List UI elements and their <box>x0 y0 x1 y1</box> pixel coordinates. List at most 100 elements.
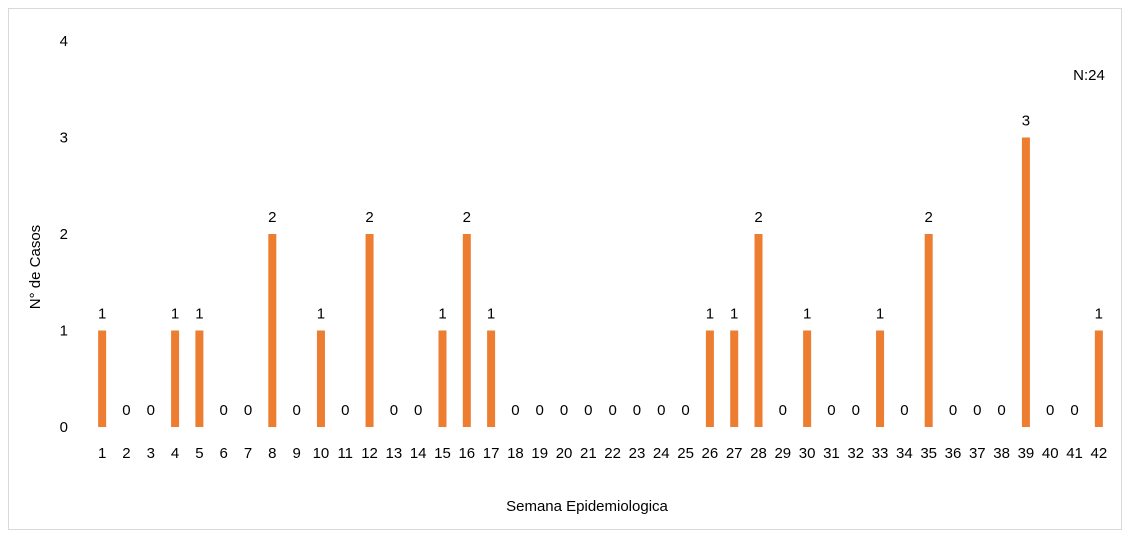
data-label: 1 <box>803 306 811 323</box>
x-tick-label: 8 <box>268 445 276 462</box>
x-tick-label: 33 <box>872 445 889 462</box>
bar <box>438 330 447 427</box>
x-tick-label: 18 <box>507 445 524 462</box>
bar-series <box>98 137 1103 427</box>
data-label: 0 <box>292 402 300 419</box>
x-tick-label: 20 <box>556 445 573 462</box>
data-label: 2 <box>463 209 471 226</box>
data-label: 0 <box>973 402 981 419</box>
bar <box>1094 330 1103 427</box>
bar <box>195 330 204 427</box>
bar <box>268 234 277 427</box>
sample-size-annotation: N:24 <box>1073 67 1105 84</box>
data-label: 0 <box>1046 402 1054 419</box>
x-tick-label: 7 <box>244 445 252 462</box>
x-tick-label: 28 <box>750 445 767 462</box>
x-tick-label: 26 <box>702 445 719 462</box>
x-tick-label: 2 <box>122 445 130 462</box>
data-label: 2 <box>268 209 276 226</box>
data-label: 0 <box>900 402 908 419</box>
x-tick-label: 24 <box>653 445 670 462</box>
data-label: 0 <box>1070 402 1078 419</box>
data-label: 1 <box>706 306 714 323</box>
y-tick-label: 2 <box>60 226 68 243</box>
x-tick-label: 1 <box>98 445 106 462</box>
data-label: 1 <box>876 306 884 323</box>
x-tick-label: 6 <box>220 445 228 462</box>
data-label: 0 <box>657 402 665 419</box>
x-tick-label: 27 <box>726 445 743 462</box>
data-label: 1 <box>171 306 179 323</box>
x-tick-label: 39 <box>1018 445 1035 462</box>
x-tick-label: 3 <box>147 445 155 462</box>
bar <box>316 330 325 427</box>
x-tick-label: 16 <box>458 445 475 462</box>
x-axis-ticks: 1 2 3 4 5 6 7 8 9 10 11 12 13 14 15 16 17 18 19 20 21 22 23 24 2… <box>98 445 1107 462</box>
y-tick-label: 3 <box>60 130 68 147</box>
bar <box>876 330 885 427</box>
bar <box>924 234 933 427</box>
x-tick-label: 29 <box>774 445 791 462</box>
x-tick-label: 36 <box>945 445 962 462</box>
data-label: 1 <box>1095 306 1103 323</box>
bar <box>754 234 763 427</box>
x-tick-label: 9 <box>292 445 300 462</box>
data-label: 0 <box>633 402 641 419</box>
x-tick-label: 40 <box>1042 445 1059 462</box>
x-tick-label: 19 <box>531 445 548 462</box>
data-label: 1 <box>438 306 446 323</box>
x-tick-label: 14 <box>410 445 427 462</box>
x-tick-label: 13 <box>386 445 403 462</box>
x-tick-label: 41 <box>1066 445 1083 462</box>
data-label: 0 <box>560 402 568 419</box>
data-label: 0 <box>122 402 130 419</box>
x-tick-label: 32 <box>847 445 864 462</box>
data-label: 0 <box>341 402 349 419</box>
y-axis-label: N° de Casos <box>27 225 44 309</box>
x-axis-label: Semana Epidemiologica <box>506 498 668 515</box>
data-label: 0 <box>244 402 252 419</box>
data-label: 0 <box>536 402 544 419</box>
y-tick-label: 4 <box>60 33 68 50</box>
bar <box>171 330 180 427</box>
bar <box>705 330 714 427</box>
data-label: 2 <box>754 209 762 226</box>
data-label: 1 <box>487 306 495 323</box>
bar <box>1021 137 1030 427</box>
data-label: 0 <box>997 402 1005 419</box>
bar <box>462 234 471 427</box>
data-label: 0 <box>608 402 616 419</box>
bar <box>487 330 496 427</box>
x-tick-label: 10 <box>313 445 330 462</box>
x-tick-label: 25 <box>677 445 694 462</box>
data-label: 0 <box>949 402 957 419</box>
data-label: 2 <box>365 209 373 226</box>
y-tick-label: 1 <box>60 323 68 340</box>
x-tick-label: 34 <box>896 445 913 462</box>
x-tick-label: 15 <box>434 445 451 462</box>
data-label: 0 <box>852 402 860 419</box>
data-label: 0 <box>390 402 398 419</box>
data-label: 0 <box>511 402 519 419</box>
x-tick-label: 42 <box>1091 445 1108 462</box>
data-label: 1 <box>730 306 738 323</box>
data-label: 0 <box>584 402 592 419</box>
y-axis-ticks: 0 1 2 3 4 <box>60 33 68 436</box>
x-tick-label: 11 <box>337 445 353 462</box>
x-tick-label: 21 <box>580 445 597 462</box>
x-tick-label: 22 <box>604 445 621 462</box>
x-tick-label: 38 <box>993 445 1010 462</box>
bar <box>730 330 739 427</box>
data-label: 1 <box>195 306 203 323</box>
x-tick-label: 37 <box>969 445 986 462</box>
data-label: 0 <box>414 402 422 419</box>
x-tick-label: 5 <box>195 445 203 462</box>
bar <box>98 330 107 427</box>
data-label: 1 <box>98 306 106 323</box>
x-tick-label: 17 <box>483 445 500 462</box>
data-label: 2 <box>925 209 933 226</box>
data-label: 3 <box>1022 113 1030 130</box>
